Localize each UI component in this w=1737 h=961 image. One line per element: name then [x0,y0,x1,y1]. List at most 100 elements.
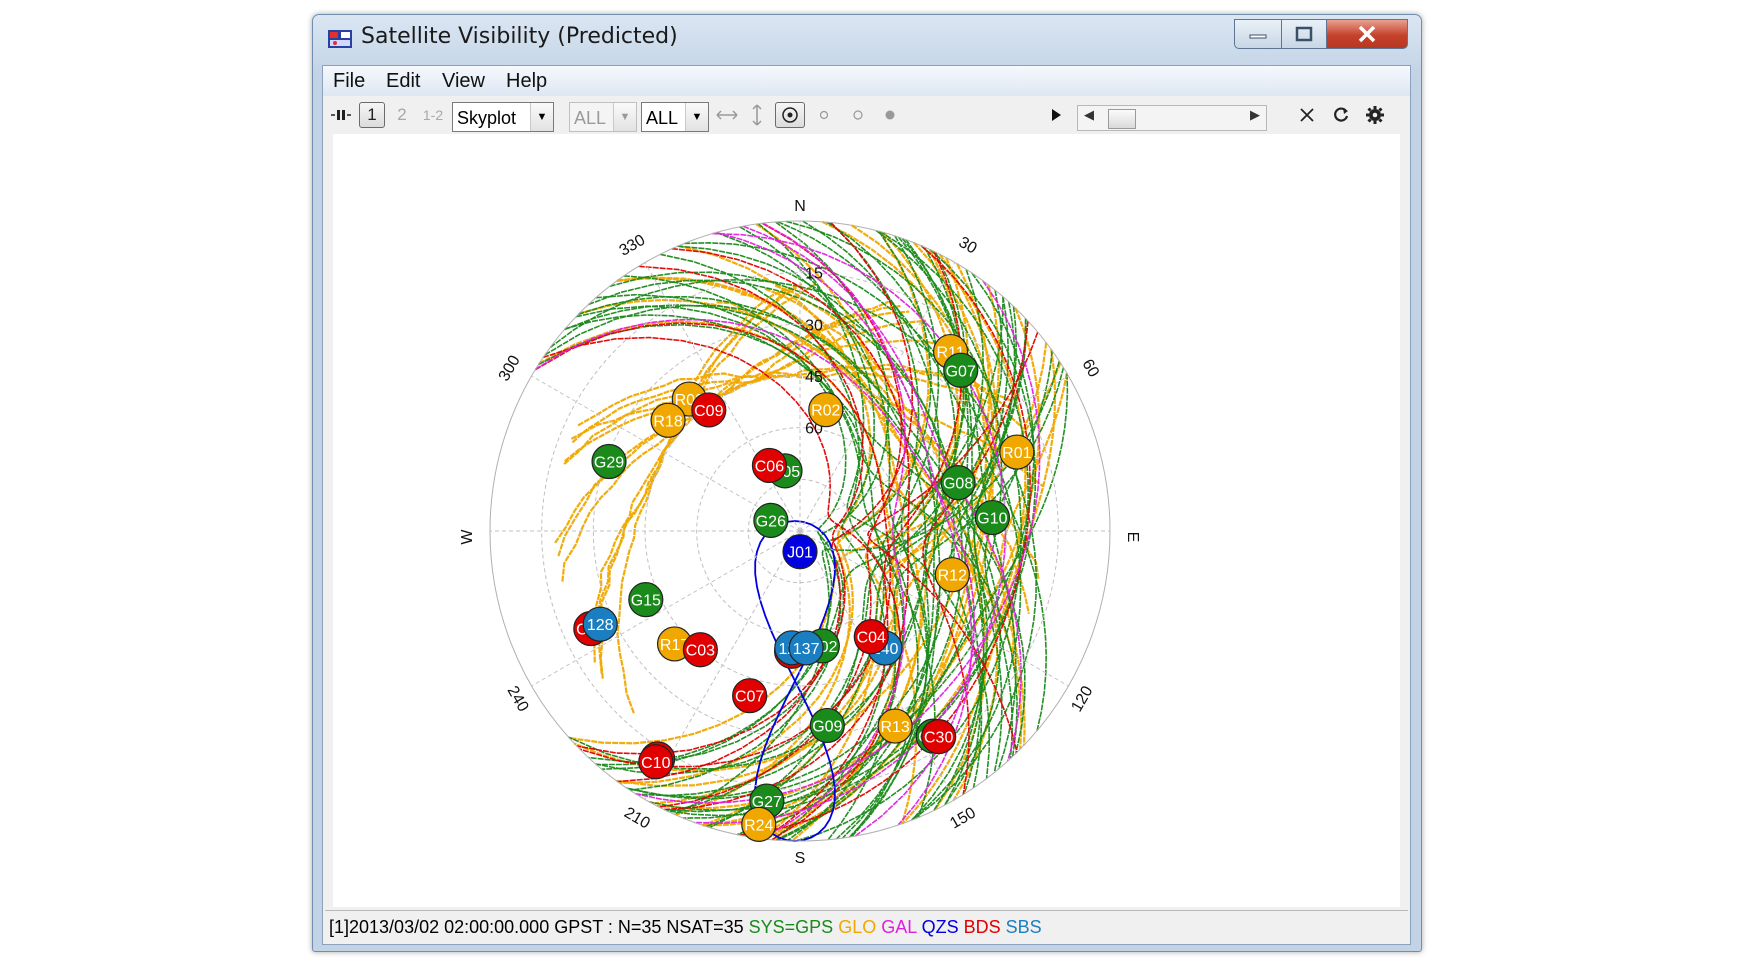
satellite-track [575,305,905,836]
satellite-marker[interactable]: C09 [691,392,727,428]
close-button[interactable] [1326,19,1408,49]
west-label: W [459,529,476,545]
satellite-marker[interactable]: 137 [788,630,824,666]
slider-left-arrow-icon[interactable]: ◀ [1084,108,1094,123]
mark-medium-button[interactable] [847,102,869,128]
toolbar: 1 2 1-2 Skyplot ▼ ALL ▼ ALL ▼ [323,96,1410,134]
minimize-button[interactable] [1234,19,1282,49]
satellite-track [673,360,1061,816]
satellite-marker[interactable]: 128 [582,606,618,642]
azimuth-label: 210 [621,804,653,832]
satellite-id: R01 [1002,445,1031,462]
satellite-marker[interactable]: G07 [943,352,979,388]
azimuth-line [644,530,801,800]
mark-small-button[interactable] [813,102,835,128]
satellite-track [867,331,1039,753]
satellite-track [694,232,1007,825]
slider-right-arrow-icon[interactable]: ▶ [1250,108,1260,123]
maximize-button[interactable] [1281,19,1327,49]
menu-view[interactable]: View [442,70,485,92]
azimuth-line [799,530,1069,687]
satellite-marker[interactable]: G15 [628,582,664,618]
maximize-icon [1295,26,1313,42]
azimuth-line [799,262,956,532]
clear-button[interactable] [1295,102,1319,128]
slider-thumb[interactable] [1108,109,1136,129]
satellite-track [973,296,1009,773]
elevation-label: 45 [805,369,823,386]
azimuth-line [799,530,956,800]
horizontal-arrows-icon [716,110,738,120]
satellite-marker[interactable]: G08 [940,465,976,501]
satellite-marker[interactable]: C30 [921,719,957,755]
satellite-marker[interactable]: C07 [732,678,768,714]
satellite-id: 128 [587,617,614,634]
page-2-button[interactable]: 2 [397,105,407,124]
satellite-marker[interactable]: G26 [753,502,789,538]
satellite-track [649,249,1037,812]
satellite-marker[interactable]: R18 [650,402,686,438]
satellite-marker[interactable]: R24 [741,806,777,842]
vertical-arrows-icon [752,104,762,126]
satellite-marker[interactable]: R12 [934,557,970,593]
satellite-id: 137 [793,641,820,658]
fit-vertical-button[interactable] [745,102,769,128]
skyplot-area[interactable]: N E S W 30 60 120 150 210 240 300 330 15… [333,134,1400,907]
chevron-down-icon: ▼ [685,103,708,131]
satellite-marker[interactable]: R02 [808,392,844,428]
satellite-marker[interactable]: G10 [974,499,1011,536]
page-1-2-button[interactable]: 1-2 [422,107,444,123]
plot-type-select[interactable]: Skyplot ▼ [452,102,554,132]
satellite-marker[interactable]: R13 [877,708,913,744]
azimuth-label: 150 [947,804,979,832]
satellite-marker[interactable]: C10 [638,744,674,780]
menu-help[interactable]: Help [506,70,548,92]
show-panel-toggle[interactable] [329,102,353,128]
menu-edit[interactable]: Edit [386,70,421,92]
satellite-id: G09 [812,718,842,735]
play-button[interactable] [1045,102,1067,128]
fit-horizontal-button[interactable] [713,102,741,128]
satellite-marker[interactable]: C06 [751,447,788,484]
east-label: E [1124,532,1141,543]
legend-gal: GAL [881,917,917,937]
system-filter-select[interactable]: ALL ▼ [569,102,637,132]
center-origin-button[interactable] [775,102,805,128]
satellite-track [563,363,1012,465]
small-dot-icon [819,110,829,120]
satellite-track [635,280,1041,804]
satellite-track [739,245,1031,836]
satellite-marker[interactable]: J01 [782,534,818,570]
satellite-marker[interactable]: G29 [591,443,627,480]
reload-button[interactable] [1329,102,1353,128]
satellite-id: C30 [924,730,953,747]
satellite-marker[interactable]: C04 [853,619,889,655]
app-icon [328,30,352,48]
status-info: [1]2013/03/02 02:00:00.000 GPST : N=35 N… [329,917,744,937]
satellite-track [534,322,892,768]
satellite-marker[interactable]: C03 [682,632,718,668]
satellite-track [963,306,1018,795]
azimuth-line [531,530,801,687]
satellite-markers: R11G07R02R03C09R18G05C06R01G29G08G10G26R… [573,333,1035,842]
satellite-id: G10 [977,511,1007,528]
satellite-track [922,320,1029,795]
title-bar[interactable]: Satellite Visibility (Predicted) [313,15,1421,61]
satellite-track [599,283,798,679]
satellite-marker[interactable]: G09 [809,707,845,744]
mark-large-button[interactable] [879,102,901,128]
app-window: Satellite Visibility (Predicted) File Ed… [312,14,1422,952]
options-button[interactable] [1363,102,1387,128]
play-icon [1052,109,1061,121]
azimuth-label: 240 [503,683,531,715]
skyplot-svg: N E S W 30 60 120 150 210 240 300 330 15… [459,198,1141,867]
page-1-button[interactable]: 1 [359,102,385,128]
menu-file[interactable]: File [333,70,366,92]
satellite-id: R18 [653,413,682,430]
satellite-marker[interactable]: R01 [999,434,1035,470]
satellite-filter-select[interactable]: ALL ▼ [641,102,709,132]
azimuth-label: 120 [1068,683,1096,715]
satellite-id: C09 [694,403,723,420]
time-slider[interactable]: ◀ ▶ [1077,105,1267,131]
satellite-track [617,221,914,783]
